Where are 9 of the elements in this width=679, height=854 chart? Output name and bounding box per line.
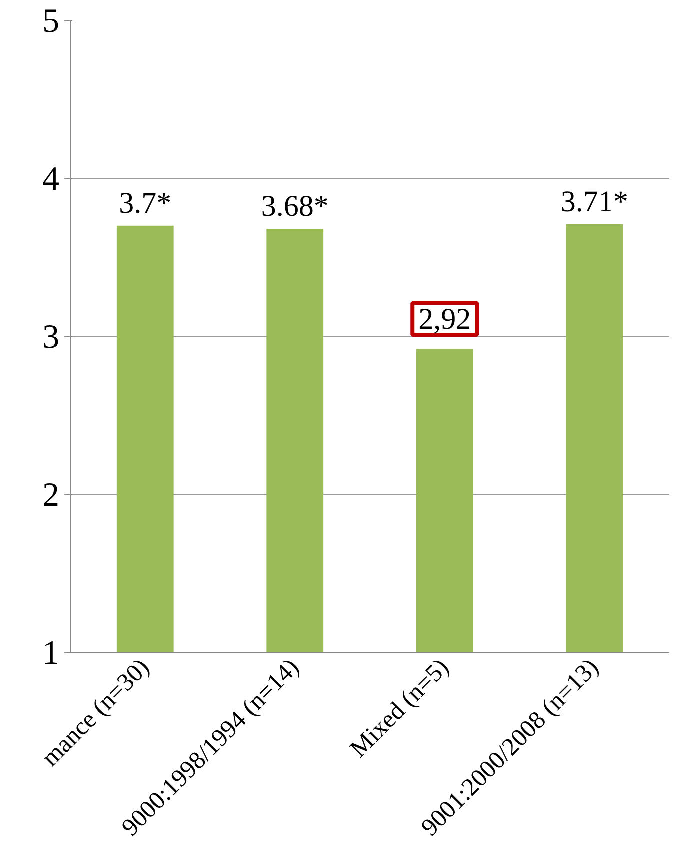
y-tick-label: 5 <box>42 3 60 40</box>
y-tick-label: 4 <box>42 161 60 198</box>
y-tick-label: 1 <box>42 635 60 672</box>
annotation: 2,92 <box>418 303 472 336</box>
y-tick-label: 2 <box>42 477 60 514</box>
data-label: 3.71* <box>560 185 628 218</box>
data-label: 3.68* <box>261 190 329 224</box>
y-tick-label: 3 <box>42 319 60 356</box>
data-label: 3.7* <box>119 186 172 220</box>
